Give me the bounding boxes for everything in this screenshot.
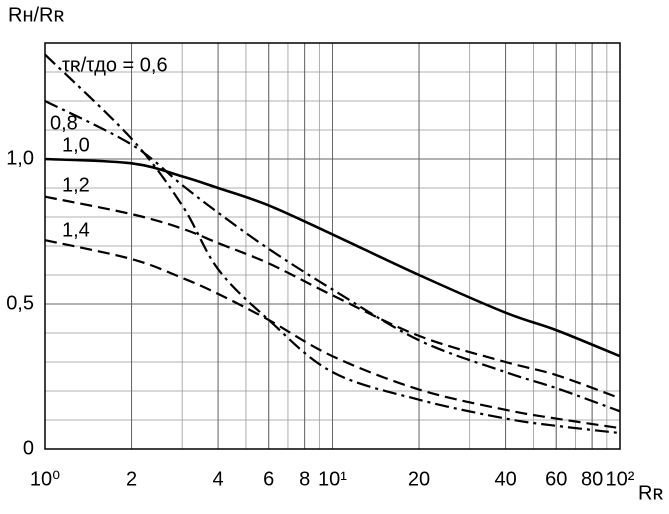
plot-frame	[44, 42, 621, 450]
y-tick-label: 0,5	[6, 292, 34, 314]
series-label: 1,4	[62, 219, 90, 241]
y-axis-label: Rн/Rʀ	[8, 4, 64, 26]
series-label: τʀ/τдо = 0,6	[62, 54, 168, 76]
series-label: 0,8	[50, 112, 78, 134]
series-line	[44, 195, 621, 400]
x-tick-label: 6	[263, 468, 274, 490]
x-tick-label: 10²	[606, 468, 635, 490]
x-tick-label: 8	[299, 468, 310, 490]
x-tick-label: 10¹	[318, 468, 347, 490]
x-tick-label: 4	[213, 468, 224, 490]
x-axis-label: Rʀ	[638, 482, 663, 504]
x-tick-label: 40	[494, 468, 516, 490]
series-line	[44, 53, 621, 435]
x-tick-label: 60	[545, 468, 567, 490]
y-tick-label: 0	[23, 437, 34, 459]
y-tick-label: 1,0	[6, 147, 34, 169]
series-line	[44, 157, 621, 358]
series-line	[44, 239, 621, 430]
series-line	[44, 100, 621, 413]
x-tick-label: 2	[126, 468, 137, 490]
x-tick-label: 20	[408, 468, 430, 490]
x-tick-label: 80	[581, 468, 603, 490]
series-label: 1,0	[62, 134, 90, 156]
series-label: 1,2	[62, 174, 90, 196]
x-tick-label: 10⁰	[30, 468, 60, 490]
